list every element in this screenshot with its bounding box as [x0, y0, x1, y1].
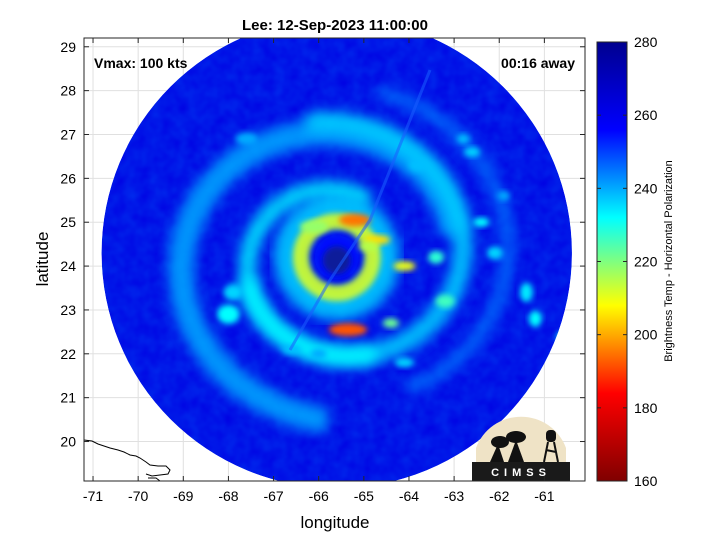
colorbar-ticks: 160 180 200 220 240 260 280: [597, 34, 658, 489]
convective-cell: [464, 147, 481, 157]
rain-band: [168, 119, 465, 432]
x-tick-label: -64: [399, 488, 419, 504]
y-tick-label: 22: [60, 346, 76, 362]
axes-frame: [83, 37, 586, 482]
rain-band: [238, 180, 378, 366]
logo-text: CIMSS: [491, 467, 551, 479]
colorbar-tick-label: 180: [634, 400, 658, 416]
vmax-annotation: Vmax: 100 kts: [94, 55, 188, 71]
convective-cell: [217, 304, 240, 324]
x-axis: -71 -70 -69 -68 -67 -66 -65 -64 -63 -62 -61: [83, 38, 555, 504]
x-tick-label: -67: [263, 488, 283, 504]
y-axis: 20 21 22 23 24 25 26 27 28 29: [60, 39, 585, 450]
y-tick-label: 26: [60, 170, 76, 186]
convective-cell: [393, 261, 416, 271]
rain-band: [376, 85, 515, 395]
convective-cell: [310, 349, 327, 359]
convective-cell: [435, 294, 455, 308]
convective-cell: [497, 191, 511, 201]
y-tick-label: 23: [60, 302, 76, 318]
convective-cell: [358, 241, 378, 252]
rain-bands: [168, 85, 515, 432]
scan-seam: [288, 69, 432, 351]
colorbar-tick-label: 280: [634, 34, 658, 50]
convective-cell: [223, 284, 243, 301]
y-tick-label: 25: [60, 214, 76, 230]
x-tick-label: -61: [534, 488, 554, 504]
cimss-logo: CIMSS: [472, 416, 570, 481]
x-tick-label: -69: [173, 488, 193, 504]
convective-cell: [428, 250, 445, 264]
chart-title: Lee: 12-Sep-2023 11:00:00: [242, 17, 428, 34]
colorbar-tick-label: 200: [634, 327, 658, 343]
convective-cell: [528, 310, 542, 327]
coastline: [83, 439, 171, 477]
coastline-island: [148, 477, 161, 482]
x-tick-label: -65: [354, 488, 374, 504]
convective-cell: [299, 220, 329, 234]
convective-cell: [473, 217, 490, 228]
y-tick-label: 29: [60, 39, 76, 55]
convective-cell: [382, 318, 399, 328]
y-axis-label: latitude: [33, 232, 52, 287]
x-tick-label: -68: [218, 488, 238, 504]
brightness-temp-swath: [101, 38, 572, 481]
time-away-annotation: 00:16 away: [501, 55, 575, 71]
convective-cell: [235, 132, 258, 146]
colorbar-gradient: [596, 41, 628, 482]
colorbar-tick-label: 160: [634, 473, 658, 489]
x-tick-label: -66: [309, 488, 329, 504]
y-tick-label: 28: [60, 83, 76, 99]
x-tick-label: -63: [444, 488, 464, 504]
y-tick-label: 20: [60, 434, 76, 450]
y-tick-label: 24: [60, 258, 76, 274]
x-tick-label: -70: [128, 488, 148, 504]
convective-cell: [408, 158, 428, 172]
convective-cell: [328, 323, 368, 337]
x-tick-label: -62: [489, 488, 509, 504]
colorbar-tick-label: 220: [634, 254, 658, 270]
convective-cell: [486, 246, 503, 260]
y-tick-label: 27: [60, 126, 76, 142]
x-axis-label: longitude: [300, 513, 369, 532]
y-tick-label: 21: [60, 390, 76, 406]
colorbar-tick-label: 240: [634, 180, 658, 196]
convective-cell: [338, 213, 371, 227]
colorbar: 160 180 200 220 240 260 280 Brightness Temp - …: [596, 34, 675, 489]
convective-cell: [394, 357, 415, 368]
colorbar-label: Brightness Temp - Horizontal Polarizatio…: [663, 160, 675, 362]
convective-cell: [519, 282, 533, 302]
convective-cells: [217, 132, 569, 368]
convective-cell: [456, 134, 470, 144]
colorbar-tick-label: 260: [634, 107, 658, 123]
x-tick-label: -71: [83, 488, 103, 504]
